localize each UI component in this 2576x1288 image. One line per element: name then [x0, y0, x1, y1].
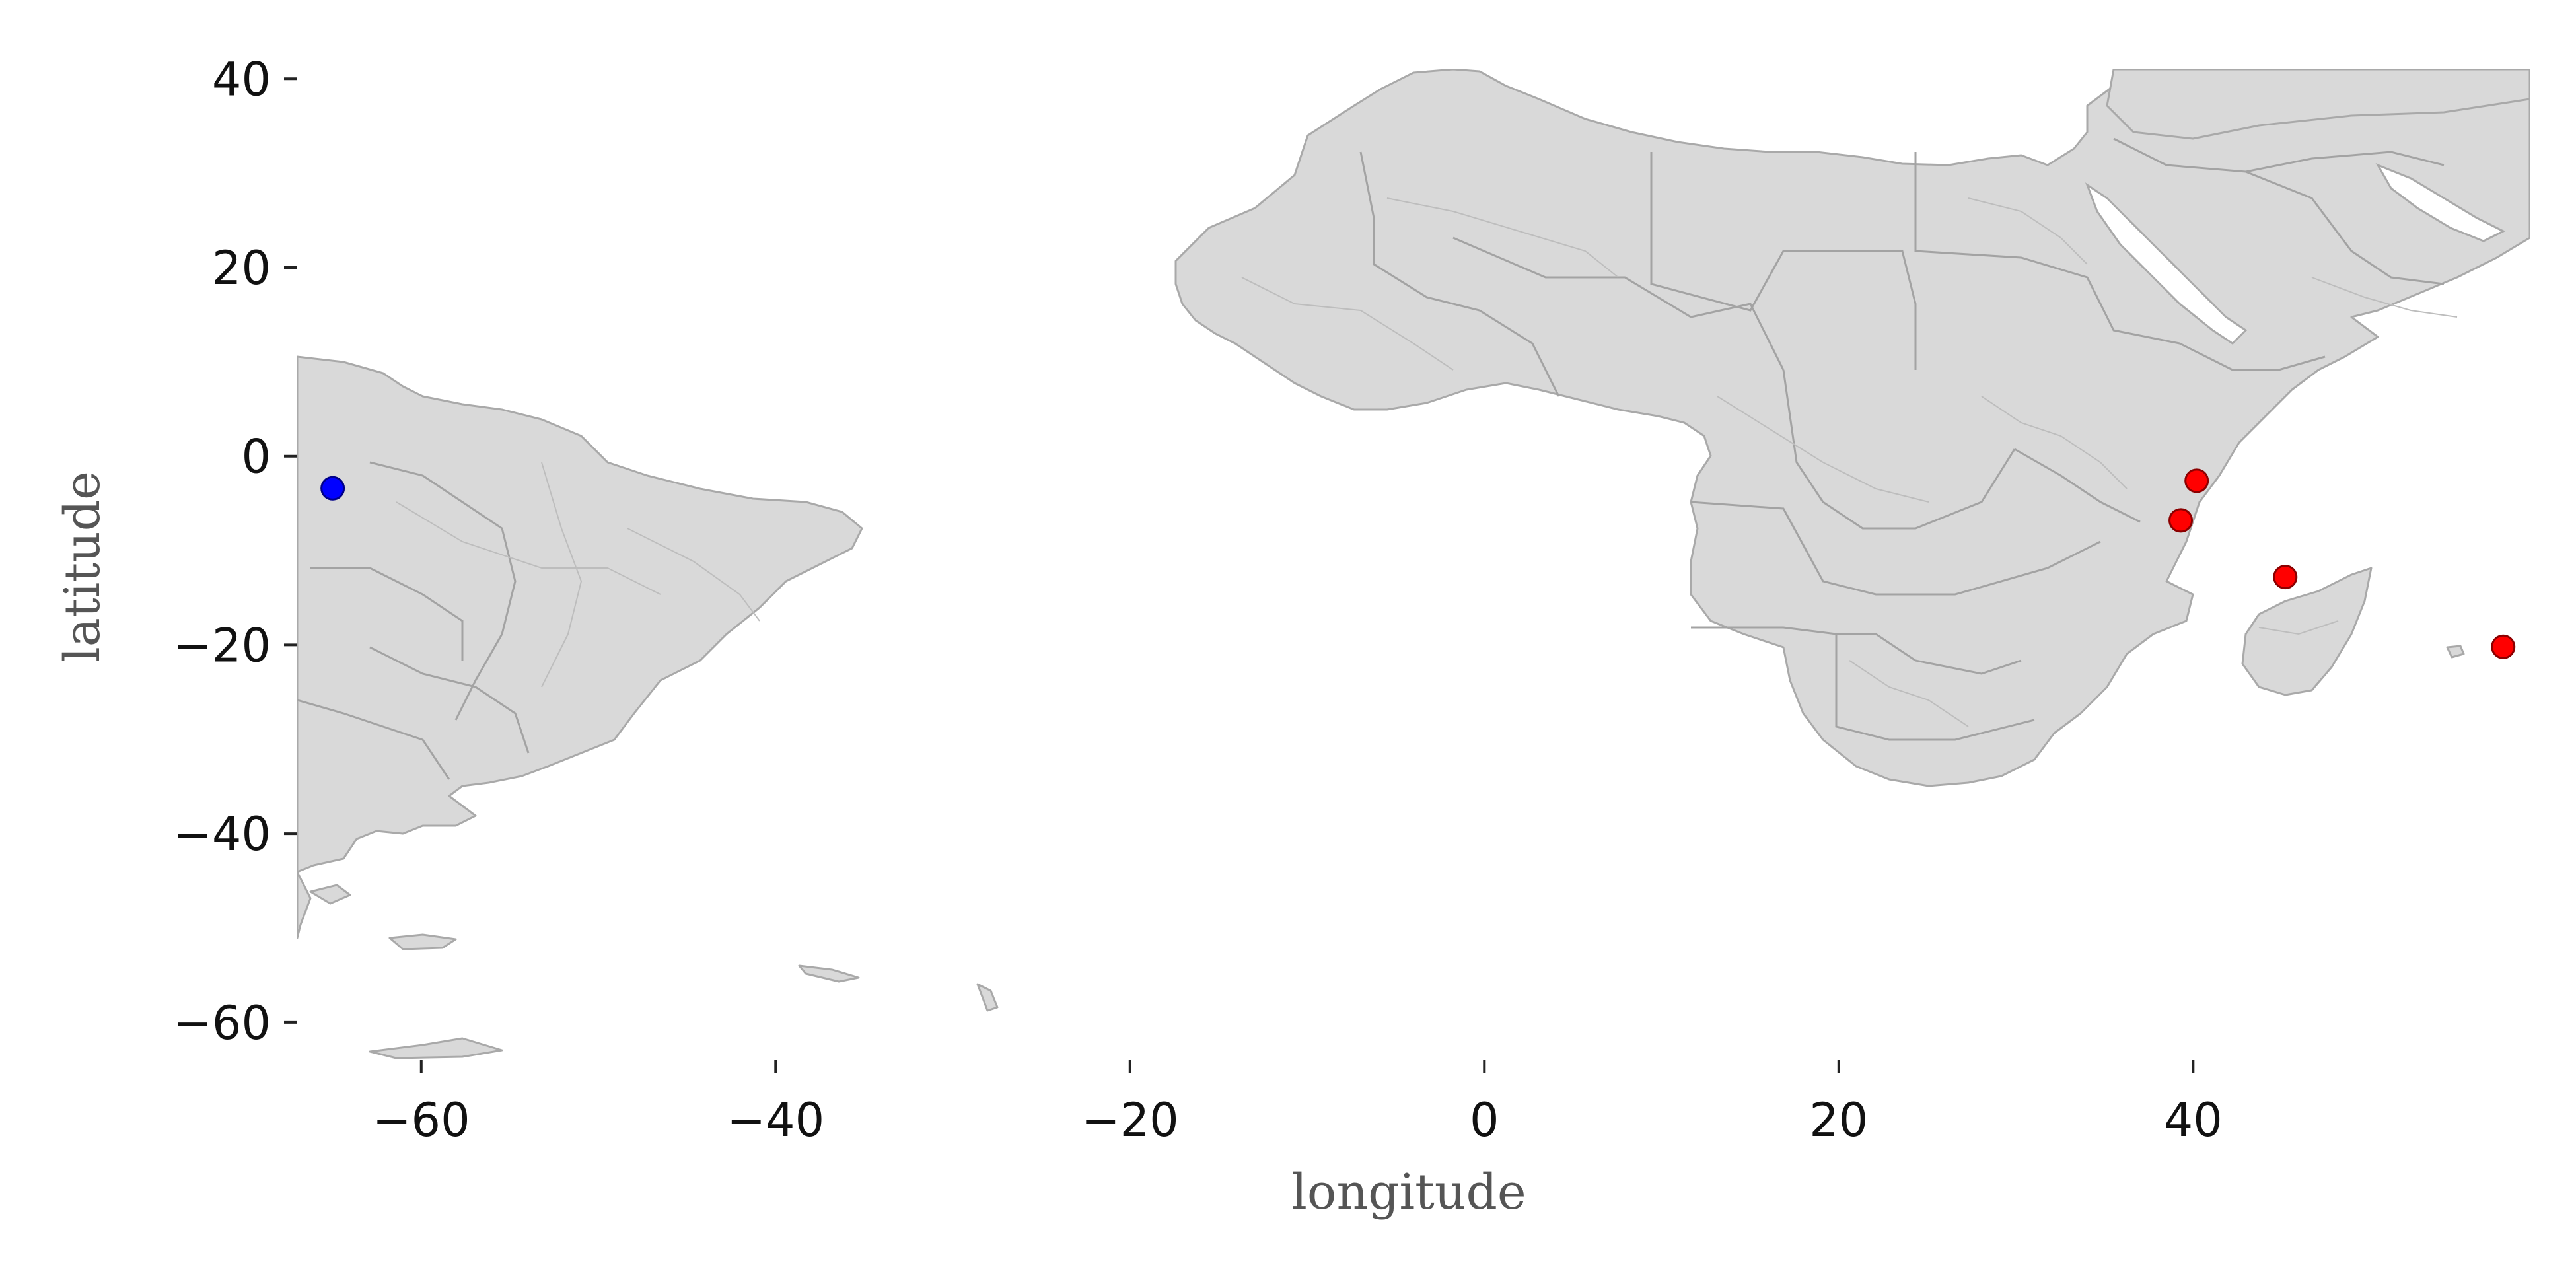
y-tick-label: −40	[173, 807, 271, 861]
land-falklands	[388, 933, 457, 950]
land-south-america-tip	[297, 871, 312, 939]
country-borders	[297, 137, 2445, 780]
land-antarctic-fragment	[369, 1037, 503, 1059]
data-point	[2184, 468, 2209, 493]
y-tick-label: −60	[173, 996, 271, 1050]
x-tick-label: 0	[1470, 1093, 1499, 1147]
water-red-sea	[2085, 182, 2248, 345]
data-point	[2168, 508, 2194, 533]
land-south-sandwich	[976, 983, 999, 1012]
water-mediterranean	[1506, 69, 2067, 145]
data-point	[2273, 565, 2298, 590]
x-tick-label: 40	[2164, 1093, 2223, 1147]
x-tick-label: −60	[373, 1093, 470, 1147]
land-south-georgia	[798, 964, 860, 983]
y-axis: latitude −60 −40 −20 0 20 40	[54, 52, 297, 1050]
data-points	[320, 468, 2516, 659]
land-africa-eurasia	[1174, 69, 2530, 787]
y-tick-label: 20	[212, 241, 271, 295]
province-borders	[396, 197, 2458, 727]
land-south-america	[297, 355, 863, 873]
x-axis-title: longitude	[1291, 1164, 1526, 1221]
y-tick-label: 40	[212, 52, 271, 106]
land-tierra-del-fuego	[309, 884, 351, 905]
data-point	[2491, 634, 2516, 659]
land-anatolia	[2106, 69, 2530, 140]
basemap	[297, 69, 2530, 1059]
x-tick-label: 20	[1809, 1093, 1868, 1147]
y-tick-label: −20	[173, 618, 271, 672]
x-tick-label: −40	[727, 1093, 824, 1147]
data-point	[320, 476, 345, 501]
water-persian-gulf	[2375, 163, 2506, 242]
x-axis: longitude −60 −40 −20 0 20 40	[373, 1060, 2223, 1221]
y-tick-label: 0	[241, 430, 271, 484]
x-tick-label: −20	[1081, 1093, 1179, 1147]
land-reunion	[2446, 645, 2465, 659]
y-axis-title: latitude	[54, 471, 111, 662]
